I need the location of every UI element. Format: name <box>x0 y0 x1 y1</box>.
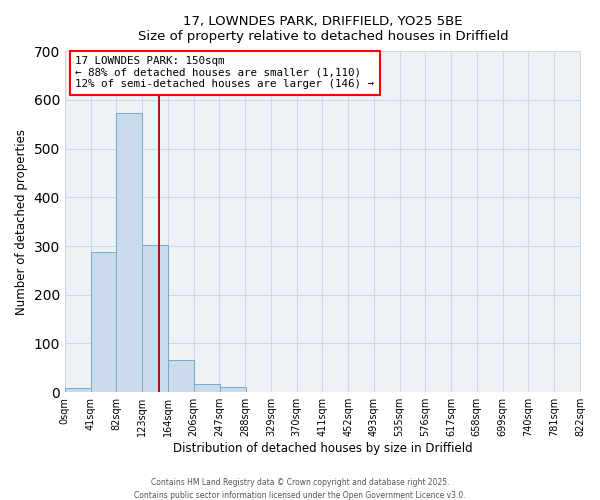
X-axis label: Distribution of detached houses by size in Driffield: Distribution of detached houses by size … <box>173 442 473 455</box>
Bar <box>142 245 168 392</box>
Text: Contains HM Land Registry data © Crown copyright and database right 2025.
Contai: Contains HM Land Registry data © Crown c… <box>134 478 466 500</box>
Bar <box>168 360 194 392</box>
Bar <box>65 388 91 392</box>
Bar <box>220 388 245 392</box>
Text: 17 LOWNDES PARK: 150sqm
← 88% of detached houses are smaller (1,110)
12% of semi: 17 LOWNDES PARK: 150sqm ← 88% of detache… <box>75 56 374 90</box>
Bar <box>194 384 220 392</box>
Y-axis label: Number of detached properties: Number of detached properties <box>15 128 28 314</box>
Title: 17, LOWNDES PARK, DRIFFIELD, YO25 5BE
Size of property relative to detached hous: 17, LOWNDES PARK, DRIFFIELD, YO25 5BE Si… <box>137 15 508 43</box>
Bar <box>116 113 142 392</box>
Bar <box>91 252 116 392</box>
